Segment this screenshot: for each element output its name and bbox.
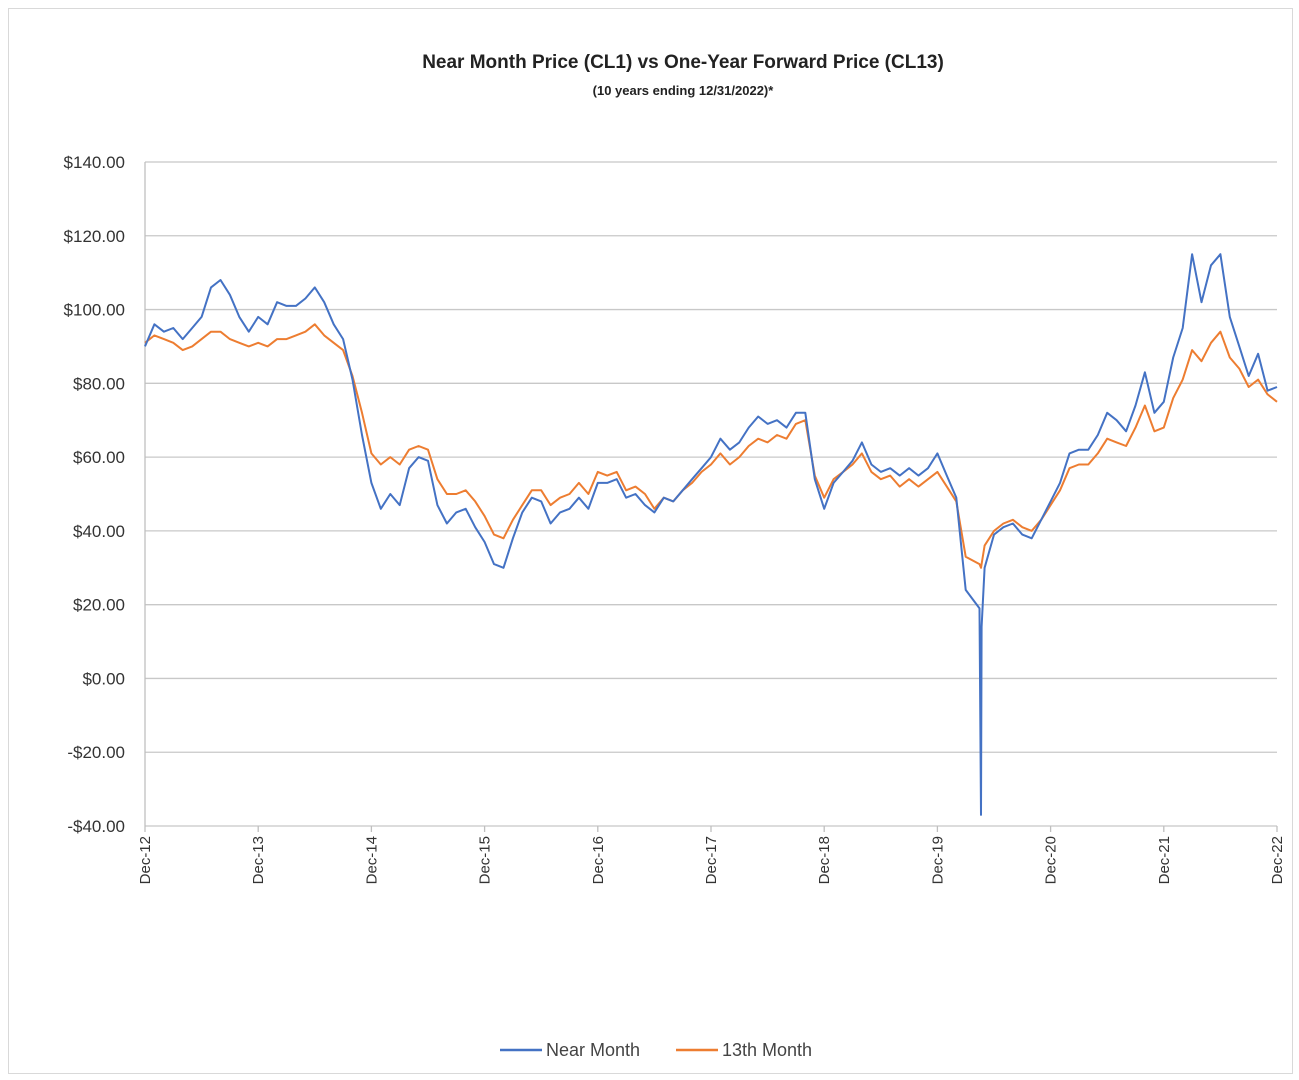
series-line-near-month [144,253,1278,816]
legend: Near Month 13th Month [500,1040,812,1060]
y-tick-label: $140.00 [64,153,125,172]
legend-label: 13th Month [722,1040,812,1060]
x-tick-label: Dec-22 [1269,836,1286,884]
y-tick-label: $80.00 [73,374,125,393]
gridlines [145,161,1277,827]
x-tick-label: Dec-15 [477,836,494,884]
x-tick-label: Dec-13 [250,836,267,884]
chart-subtitle: (10 years ending 12/31/2022)* [592,83,774,98]
x-tick-label: Dec-19 [929,836,946,884]
x-tick-label: Dec-18 [816,836,833,884]
y-tick-label: $100.00 [64,301,125,320]
x-tick-label: Dec-16 [590,836,607,884]
chart-title: Near Month Price (CL1) vs One-Year Forwa… [422,52,944,73]
y-tick-label: $120.00 [64,227,125,246]
x-tick-label: Dec-20 [1043,836,1060,884]
legend-label: Near Month [546,1040,640,1060]
y-tick-label: $0.00 [82,669,125,688]
y-tick-label: $60.00 [73,448,125,467]
x-tick-label: Dec-21 [1156,836,1173,884]
x-tick-label: Dec-14 [363,836,380,884]
x-tick-label: Dec-17 [703,836,720,884]
y-tick-label: -$20.00 [67,743,125,762]
y-axis: $140.00 $120.00 $100.00 $80.00 $60.00 $40.00 $… [64,153,146,836]
series-lines [144,253,1278,816]
x-tick-label: Dec-12 [137,836,154,884]
y-tick-label: $40.00 [73,522,125,541]
series-line-13th-month [144,323,1278,569]
y-tick-label: $20.00 [73,596,125,615]
chart-frame [8,8,1293,1074]
y-tick-label: -$40.00 [67,817,125,836]
x-axis: Dec-12 Dec-13 Dec-14 Dec-15 Dec-16 Dec-17 Dec-… [137,826,1286,884]
